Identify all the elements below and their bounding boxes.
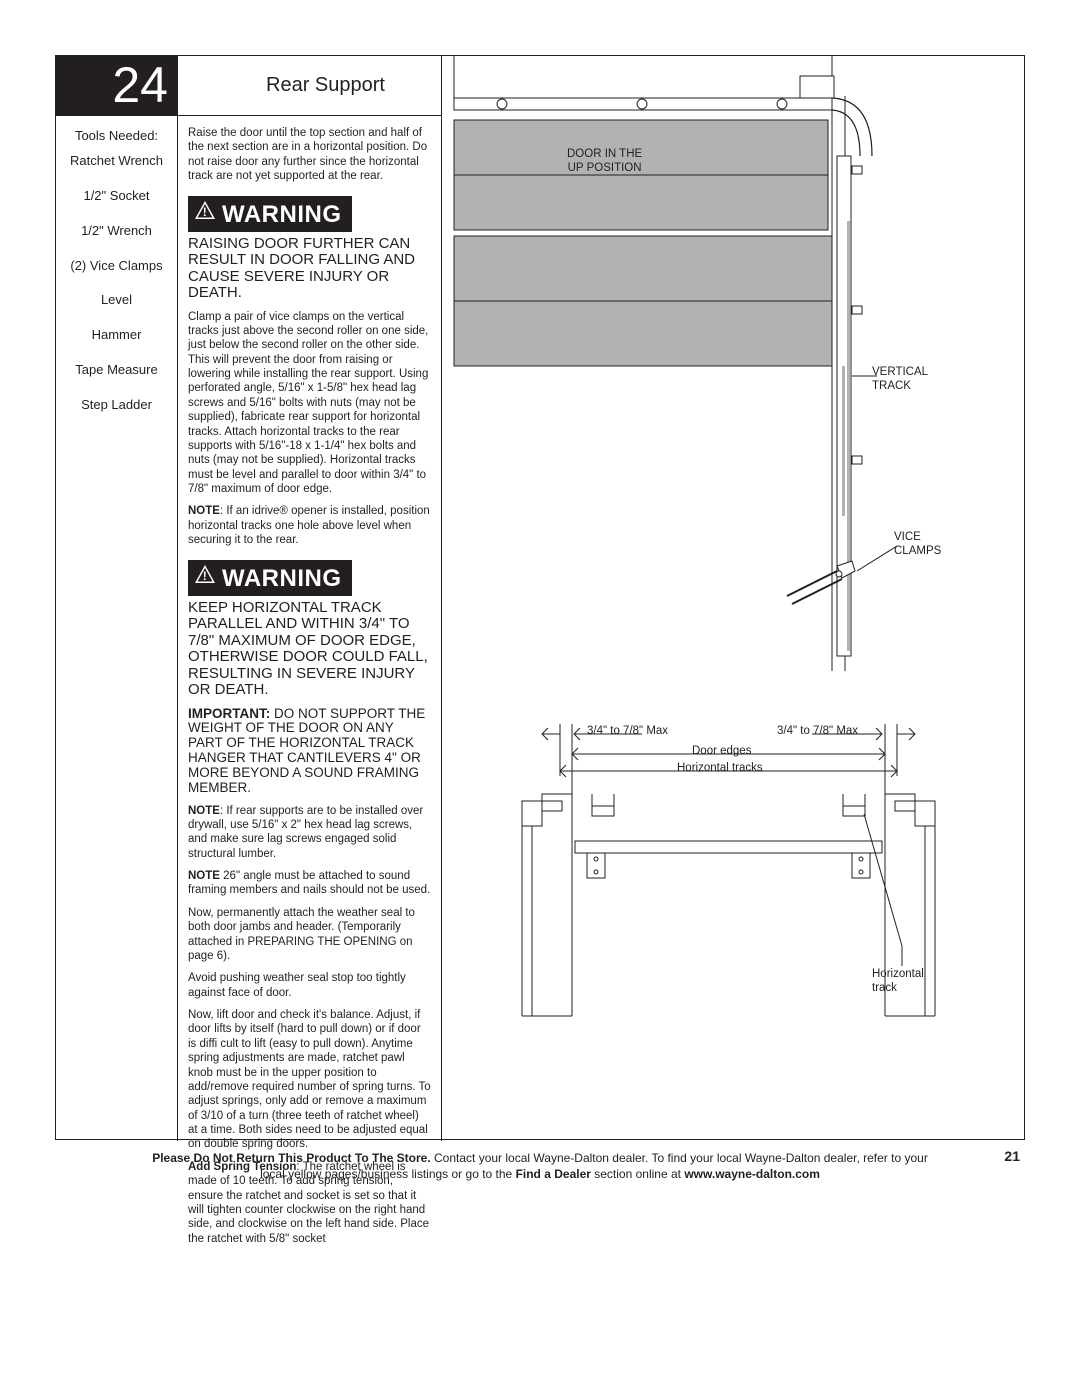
tool-item: Ratchet Wrench [62, 153, 171, 170]
tools-header: Tools Needed: [62, 128, 171, 145]
note-paragraph: NOTE 26" angle must be attached to sound… [188, 869, 431, 898]
note-bold: NOTE [188, 805, 220, 817]
diagram1-door-label: DOOR IN THEUP POSITION [567, 148, 642, 176]
diagram2-htracks: Horizontal tracks [677, 762, 763, 776]
footer-bold: Find a Dealer [516, 1167, 591, 1181]
body-paragraph: Now, permanently attach the weather seal… [188, 906, 431, 964]
important-paragraph: IMPORTANT: DO NOT SUPPORT THE WEIGHT OF … [188, 707, 431, 796]
tool-item: Step Ladder [62, 397, 171, 414]
warning-badge-2: ! WARNING [188, 560, 352, 596]
warning-text-2: KEEP HORIZONTAL TRACK PARALLEL AND WITHI… [188, 600, 431, 699]
tool-item: 1/2" Wrench [62, 223, 171, 240]
tool-item: 1/2" Socket [62, 188, 171, 205]
note-paragraph: NOTE: If an idrive® opener is installed,… [188, 504, 431, 547]
diagram1-vice-label: VICECLAMPS [894, 531, 941, 559]
svg-text:!: ! [203, 569, 208, 583]
diagram-column: DOOR IN THEUP POSITION VERTICALTRACK VIC… [442, 56, 1026, 1141]
tools-column: Tools Needed: Ratchet Wrench 1/2" Socket… [56, 116, 178, 1141]
note-bold: NOTE [188, 505, 220, 517]
footer-text: section online at [591, 1167, 684, 1181]
warning-label: WARNING [222, 565, 342, 592]
diagram2-door-edges: Door edges [692, 745, 751, 759]
footer-url: www.wayne-dalton.com [684, 1167, 820, 1181]
footer: Please Do Not Return This Product To The… [55, 1150, 1025, 1182]
diagram1-vtrack-label: VERTICALTRACK [872, 366, 928, 394]
important-bold: IMPORTANT: [188, 706, 270, 721]
diagram-door-up [442, 56, 1026, 671]
tool-item: Hammer [62, 327, 171, 344]
warning-text-1: RAISING DOOR FURTHER CAN RESULT IN DOOR … [188, 236, 431, 302]
step-number: 24 [56, 56, 178, 116]
step-title: Rear Support [178, 56, 442, 116]
diagram2-dim-right: 3/4" to 7/8" Max [777, 725, 858, 739]
footer-text: local yellow pages/business listings or … [260, 1167, 515, 1181]
note-text: : If rear supports are to be installed o… [188, 805, 423, 860]
page-frame: 24 Rear Support Tools Needed: Ratchet Wr… [55, 55, 1025, 1140]
footer-line-2: local yellow pages/business listings or … [55, 1166, 1025, 1182]
warning-label: WARNING [222, 201, 342, 228]
note-text: 26" angle must be attached to sound fram… [188, 870, 430, 896]
body-paragraph: Clamp a pair of vice clamps on the verti… [188, 310, 431, 497]
warning-icon: ! [194, 198, 216, 228]
tool-item: Tape Measure [62, 362, 171, 379]
body-paragraph: Avoid pushing weather seal stop too tigh… [188, 971, 431, 1000]
warning-icon: ! [194, 562, 216, 592]
body-paragraph: Now, lift door and check it's balance. A… [188, 1008, 431, 1152]
tool-item: Level [62, 292, 171, 309]
body-paragraph: Raise the door until the top section and… [188, 126, 431, 184]
footer-bold: Please Do Not Return This Product To The… [152, 1151, 430, 1165]
diagram2-dim-left: 3/4" to 7/8" Max [587, 725, 668, 739]
diagram2-htrack-label: Horizontaltrack [872, 968, 924, 996]
body-column: Raise the door until the top section and… [178, 116, 442, 1141]
footer-text: Contact your local Wayne-Dalton dealer. … [431, 1151, 928, 1165]
footer-line-1: Please Do Not Return This Product To The… [55, 1150, 1025, 1166]
svg-text:!: ! [203, 205, 208, 219]
note-paragraph: NOTE: If rear supports are to be install… [188, 804, 431, 862]
note-text: : If an idrive® opener is installed, pos… [188, 505, 430, 546]
tool-item: (2) Vice Clamps [62, 258, 171, 275]
note-bold: NOTE [188, 870, 220, 882]
warning-badge-1: ! WARNING [188, 196, 352, 232]
